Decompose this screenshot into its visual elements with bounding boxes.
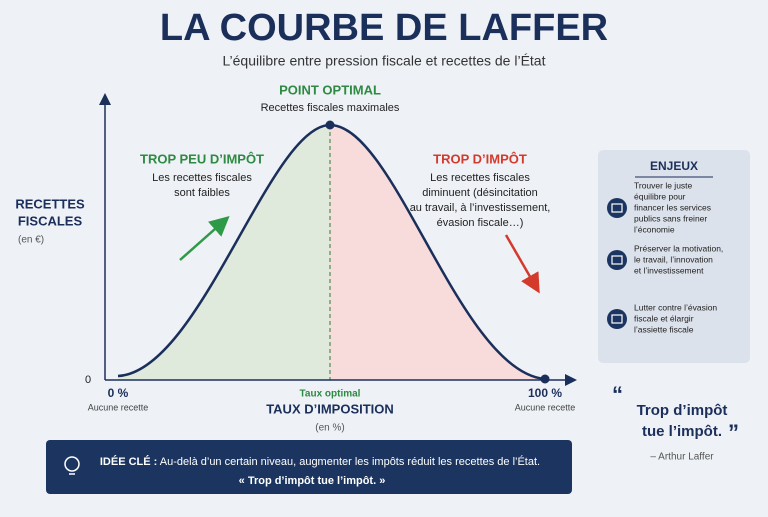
left-zone-text: Les recettes fiscales [152, 172, 252, 184]
right-zone-text: Les recettes fiscales [430, 172, 530, 184]
enjeux-text: et l’investissement [634, 265, 704, 275]
enjeux-panel [598, 150, 750, 363]
key-idea-line: IDÉE CLÉ : Au-delà d’un certain niveau, … [100, 455, 540, 468]
enjeux-text: Trouver le juste [634, 180, 693, 190]
enjeux-icon-glyph [611, 203, 623, 213]
enjeux-text: équilibre pour [634, 191, 686, 201]
enjeux-text: Préserver la motivation, [634, 243, 723, 253]
enjeux-text: l’assiette fiscale [634, 324, 694, 334]
right-zone-text: évasion fiscale…) [437, 217, 524, 229]
quote-mark: “ [612, 382, 623, 407]
enjeux-title: ENJEUX [650, 159, 698, 173]
up-arrow [179, 216, 230, 261]
enjeux-text: l’économie [634, 224, 675, 234]
end-point [540, 374, 550, 384]
y-label: FISCALES [18, 213, 83, 228]
optimum-text: Recettes fiscales maximales [261, 102, 400, 114]
x-start-note: Aucune recette [88, 402, 149, 412]
enjeux-text: publics sans freiner [634, 213, 707, 223]
enjeux-icon-glyph [611, 255, 623, 265]
enjeux-icon [607, 309, 627, 329]
key-idea-text: Au-delà d’un certain niveau, augmenter l… [160, 455, 540, 468]
key-idea-quote: « Trop d’impôt tue l’impôt. » [239, 475, 386, 487]
enjeux-icon [607, 198, 627, 218]
x-end-note: Aucune recette [515, 402, 576, 412]
enjeux-text: financer les services [634, 202, 711, 212]
enjeux-text: le travail, l’innovation [634, 254, 713, 264]
enjeux-icon-glyph [611, 314, 623, 324]
high-zone-fill [330, 125, 545, 380]
key-idea-box [46, 440, 572, 494]
quote-line: Trop d’impôt [637, 402, 728, 419]
bulb-icon [64, 456, 80, 472]
quote-line: tue l’impôt. [642, 423, 722, 440]
x-unit: (en %) [315, 423, 344, 434]
title: LA COURBE DE LAFFER [160, 7, 608, 49]
y-origin: 0 [85, 374, 91, 386]
left-zone-text: sont faibles [174, 187, 230, 199]
left-zone-title: TROP PEU D’IMPÔT [140, 151, 264, 166]
x-optimal: Taux optimal [300, 389, 361, 400]
down-arrow [504, 234, 540, 294]
key-idea-label: IDÉE CLÉ : [100, 455, 157, 468]
y-label: RECETTES [15, 196, 85, 211]
right-zone-title: TROP D’IMPÔT [433, 151, 527, 166]
x-end: 100 % [528, 386, 562, 400]
low-zone-fill [118, 125, 330, 380]
enjeux-text: fiscale et élargir [634, 313, 694, 323]
quote-mark: ” [728, 420, 739, 445]
right-zone-text: au travail, à l’investissement, [410, 202, 551, 214]
quote-author: – Arthur Laffer [650, 452, 714, 463]
y-unit: (en €) [18, 235, 44, 246]
peak-point [325, 120, 335, 130]
optimum-title: POINT OPTIMAL [279, 82, 381, 97]
subtitle: L’équilibre entre pression fiscale et re… [223, 53, 546, 69]
x-label: TAUX D’IMPOSITION [266, 401, 394, 416]
x-start: 0 % [108, 386, 129, 400]
enjeux-text: Lutter contre l’évasion [634, 302, 717, 312]
enjeux-icon [607, 250, 627, 270]
right-zone-text: diminuent (désincitation [422, 187, 538, 199]
